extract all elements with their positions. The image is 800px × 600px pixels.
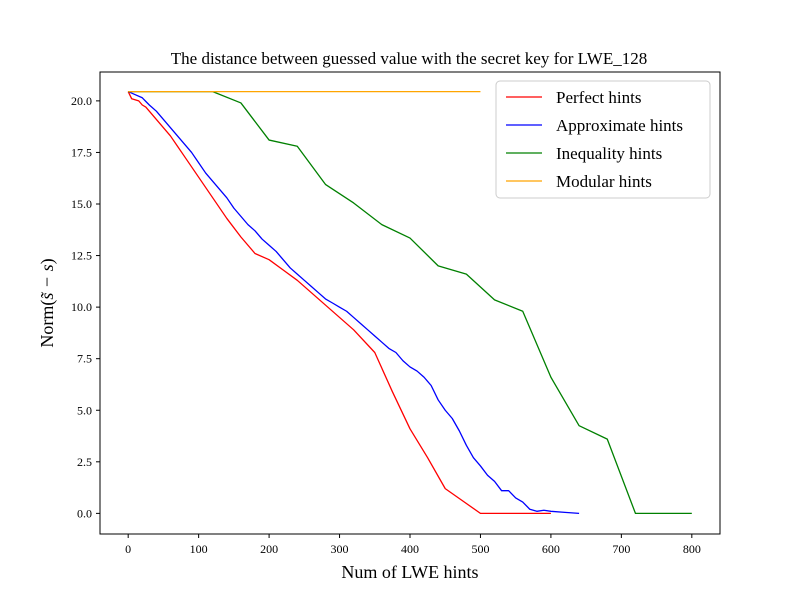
series-line-2 — [127, 90, 580, 515]
legend-frame — [495, 80, 711, 199]
legend-items: Perfect hints Approximate hints Inequality… — [506, 88, 683, 191]
y-axis-ticks: 0.0 2.5 5.0 7.5 10.0 12.5 15.0 17.5 20.0 — [71, 94, 100, 520]
x-tick-label: 100 — [190, 542, 208, 556]
x-axis-ticks: 0 100 200 300 400 500 600 700 800 — [125, 534, 701, 556]
series-layer — [127, 90, 692, 515]
y-tick-label: 2.5 — [77, 455, 92, 469]
y-tick-label: 12.5 — [71, 249, 92, 263]
y-axis-label: Norm(s̃ − s) — [37, 258, 58, 347]
legend-label: Perfect hints — [556, 88, 641, 107]
x-tick-label: 200 — [260, 542, 278, 556]
x-tick-label: 500 — [471, 542, 489, 556]
x-axis-label: Num of LWE hints — [341, 562, 478, 582]
y-tick-label: 5.0 — [77, 403, 92, 417]
y-axis-label-suffix: ) — [37, 258, 58, 264]
y-tick-label: 20.0 — [71, 94, 92, 108]
legend-label: Inequality hints — [556, 144, 662, 163]
legend: Perfect hints Approximate hints Inequality… — [495, 80, 711, 199]
y-axis-label-prefix: Norm( — [37, 300, 58, 348]
legend-label: Approximate hints — [556, 116, 683, 135]
chart-title: The distance between guessed value with … — [171, 49, 647, 68]
y-tick-label: 10.0 — [71, 300, 92, 314]
y-axis-label-math: s̃ − s — [37, 264, 57, 299]
x-tick-label: 400 — [401, 542, 419, 556]
y-tick-label: 17.5 — [71, 145, 92, 159]
series-line-1 — [127, 91, 551, 515]
x-tick-label: 700 — [612, 542, 630, 556]
y-tick-label: 0.0 — [77, 506, 92, 520]
legend-label: Modular hints — [556, 172, 652, 191]
x-tick-label: 0 — [125, 542, 131, 556]
series-line-3 — [128, 90, 692, 515]
y-tick-label: 15.0 — [71, 197, 92, 211]
x-tick-label: 600 — [542, 542, 560, 556]
y-tick-label: 7.5 — [77, 352, 92, 366]
x-tick-label: 800 — [683, 542, 701, 556]
x-tick-label: 300 — [331, 542, 349, 556]
